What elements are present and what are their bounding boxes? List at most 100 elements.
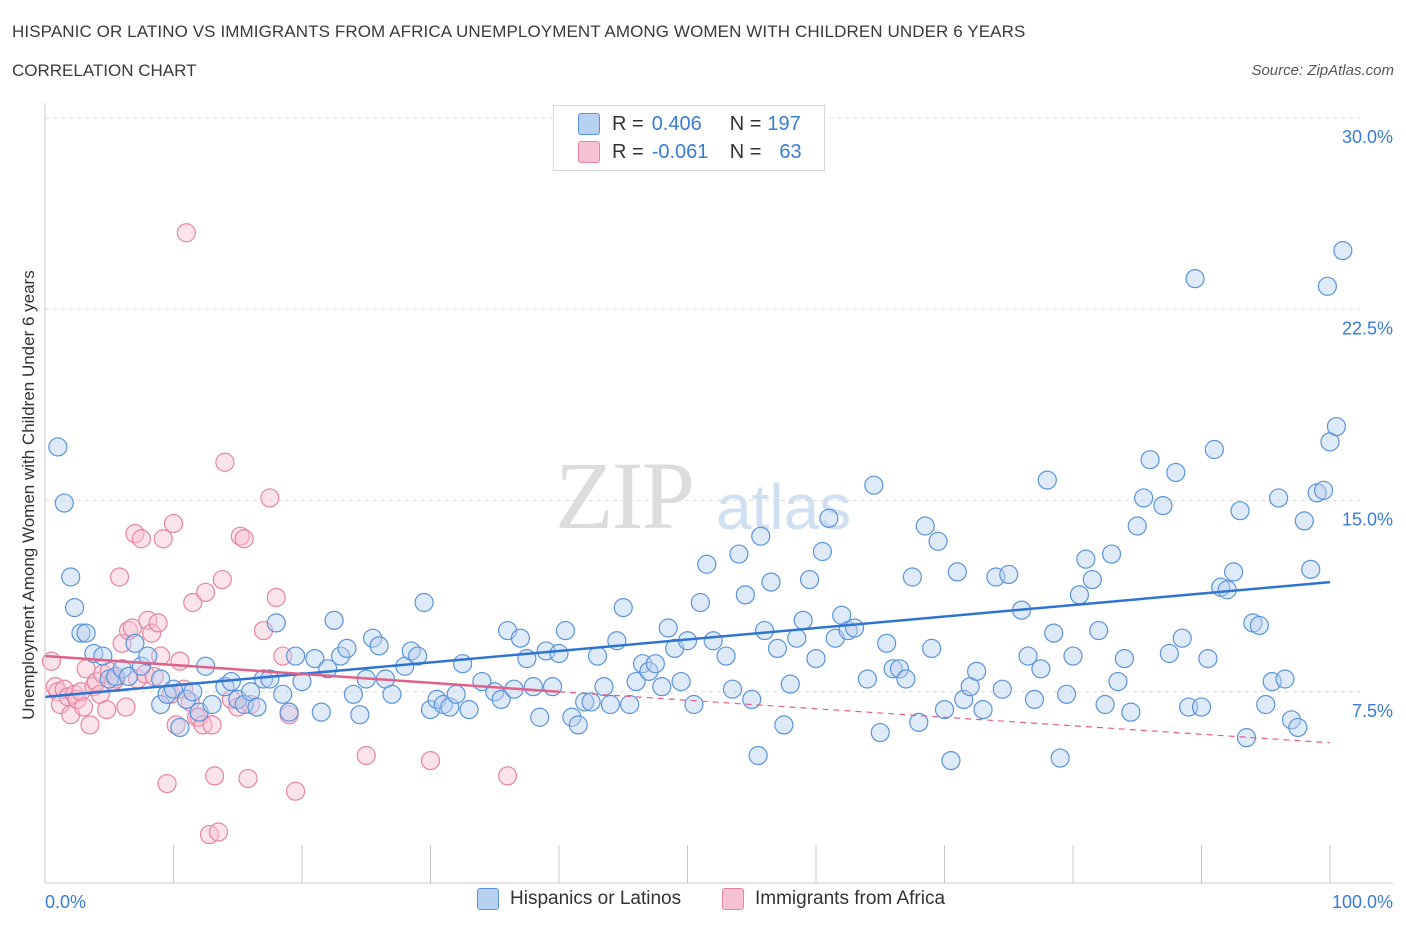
data-point-hispanics xyxy=(934,699,955,720)
data-point-hispanics xyxy=(870,722,890,743)
data-point-hispanics xyxy=(337,638,357,659)
data-point-hispanics xyxy=(1191,697,1212,717)
data-point-hispanics xyxy=(401,641,421,661)
legend-item-immigrants: Immigrants from Africa xyxy=(722,888,945,910)
data-point-hispanics xyxy=(992,679,1012,699)
data-point-hispanics xyxy=(1089,620,1109,641)
legend-r-value: -0.061 xyxy=(651,140,709,163)
trend-line-hispanics xyxy=(44,580,1331,699)
data-point-immigrants xyxy=(125,524,145,544)
data-point-hispanics xyxy=(382,684,402,704)
watermark-atlas: atlas xyxy=(716,471,852,543)
data-point-hispanics xyxy=(600,694,621,715)
data-point-hispanics xyxy=(1056,684,1077,704)
data-point-hispanics xyxy=(742,689,762,710)
legend-n-value: 197 xyxy=(767,112,801,135)
data-point-hispanics xyxy=(1249,615,1269,636)
trend-layer xyxy=(44,580,1331,744)
data-point-hispanics xyxy=(767,638,788,659)
data-point-hispanics xyxy=(967,661,987,681)
data-point-hispanics xyxy=(883,659,903,679)
data-point-immigrants xyxy=(142,623,162,643)
data-point-hispanics xyxy=(54,493,74,513)
legend-label-immigrants: Immigrants from Africa xyxy=(755,888,946,909)
data-point-hispanics xyxy=(639,661,659,681)
data-point-hispanics xyxy=(652,677,672,697)
chart-subtitle: CORRELATION CHART xyxy=(12,61,197,80)
data-point-hispanics xyxy=(754,620,775,641)
data-point-hispanics xyxy=(896,669,916,689)
data-point-hispanics xyxy=(491,689,511,710)
legend-n-label: N = xyxy=(729,112,762,135)
data-point-hispanics xyxy=(530,707,550,727)
data-point-hispanics xyxy=(292,671,312,692)
data-point-hispanics xyxy=(922,638,942,659)
data-point-hispanics xyxy=(363,628,383,648)
data-point-hispanics xyxy=(1108,671,1128,692)
data-point-hispanics xyxy=(1275,669,1295,689)
data-point-hispanics xyxy=(61,567,81,587)
data-point-hispanics xyxy=(48,437,68,457)
legend-n-value: 63 xyxy=(779,140,802,163)
data-point-hispanics xyxy=(857,669,878,689)
data-point-immigrants xyxy=(73,697,94,717)
data-point-hispanics xyxy=(1172,628,1192,648)
data-point-hispanics xyxy=(909,712,929,732)
data-point-hispanics xyxy=(93,646,113,666)
data-point-hispanics xyxy=(318,659,338,679)
data-point-hispanics xyxy=(369,636,389,656)
y-tick-label: 30.0% xyxy=(1342,127,1393,147)
data-point-hispanics xyxy=(562,707,582,727)
data-point-hispanics xyxy=(690,592,710,613)
data-point-hispanics xyxy=(279,702,299,722)
data-point-hispanics xyxy=(1153,496,1173,516)
data-point-hispanics xyxy=(1317,276,1338,296)
y-tick-label: 15.0% xyxy=(1342,510,1393,530)
data-point-hispanics xyxy=(523,677,543,697)
data-point-hispanics xyxy=(125,633,145,653)
data-point-hispanics xyxy=(285,646,306,666)
data-point-hispanics xyxy=(806,648,826,669)
data-point-hispanics xyxy=(549,643,569,664)
data-point-immigrants xyxy=(266,587,286,608)
data-point-hispanics xyxy=(864,475,884,495)
data-point-hispanics xyxy=(1198,648,1218,669)
data-point-hispanics xyxy=(1050,748,1070,768)
data-point-hispanics xyxy=(1140,450,1160,470)
legend-swatch-blue xyxy=(578,113,600,135)
source-label: Source: ZipAtlas.com xyxy=(1251,62,1394,79)
legend-r-value: 0.406 xyxy=(651,112,702,135)
data-point-hispanics xyxy=(1159,643,1179,664)
y-tick-label: 22.5% xyxy=(1342,318,1393,338)
data-point-immigrants xyxy=(202,715,222,735)
series-hispanics-points xyxy=(48,241,1353,771)
data-point-hispanics xyxy=(735,585,755,605)
data-point-hispanics xyxy=(76,623,96,643)
data-point-immigrants xyxy=(157,773,177,794)
data-point-hispanics xyxy=(999,564,1019,585)
data-point-hispanics xyxy=(1185,269,1205,289)
data-point-hispanics xyxy=(324,610,344,630)
data-point-hispanics xyxy=(793,610,813,630)
data-point-immigrants xyxy=(109,567,130,587)
data-point-hispanics xyxy=(1166,462,1186,483)
watermark-zip: ZIP xyxy=(555,442,695,549)
data-point-immigrants xyxy=(208,822,229,842)
data-point-hispanics xyxy=(658,618,678,638)
data-point-hispanics xyxy=(645,654,665,674)
data-point-hispanics xyxy=(568,715,588,735)
data-point-hispanics xyxy=(1114,648,1135,669)
data-point-immigrants xyxy=(170,651,190,671)
data-point-hispanics xyxy=(247,697,267,717)
legend-label-hispanics: Hispanics or Latinos xyxy=(510,888,682,909)
data-point-hispanics xyxy=(844,618,865,638)
data-point-hispanics xyxy=(170,717,190,738)
data-point-hispanics xyxy=(1134,488,1154,508)
data-point-hispanics xyxy=(613,597,633,618)
data-point-hispanics xyxy=(1082,569,1102,590)
data-point-hispanics xyxy=(71,623,91,643)
data-point-hispanics xyxy=(1326,416,1347,437)
legend-n-label: N = xyxy=(729,140,762,163)
data-point-hispanics xyxy=(1281,710,1302,730)
legend-r-label: R = xyxy=(612,112,644,135)
